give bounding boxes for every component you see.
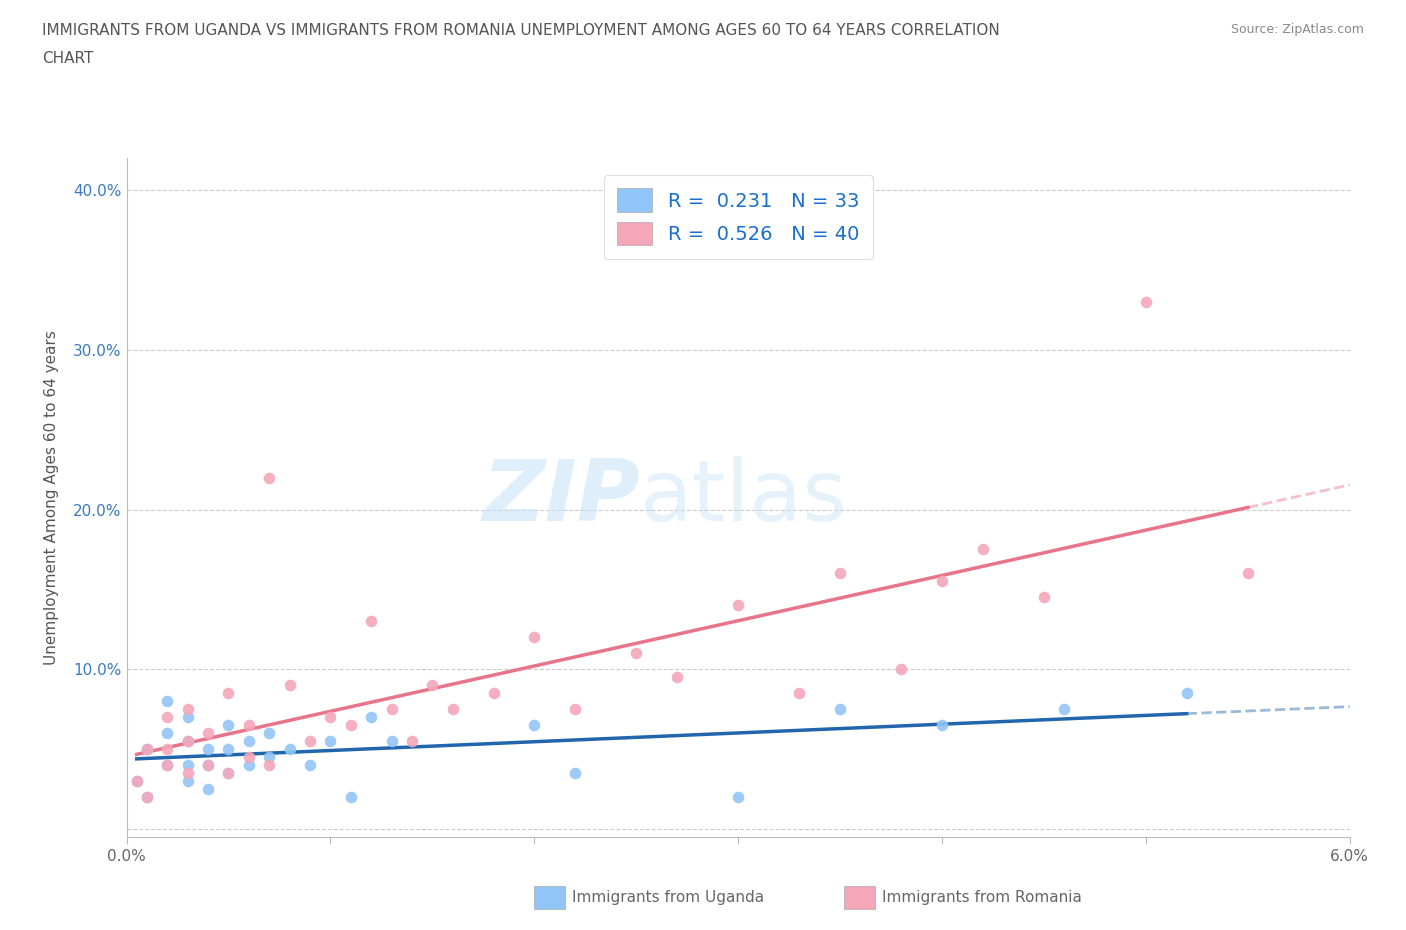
- Point: [156, 758, 179, 773]
- Text: CHART: CHART: [42, 51, 94, 66]
- Point: [197, 725, 219, 740]
- Point: [156, 694, 179, 709]
- Point: [218, 718, 240, 733]
- Point: [177, 765, 200, 780]
- Point: [1033, 590, 1056, 604]
- Point: [156, 710, 179, 724]
- Point: [422, 678, 444, 693]
- Point: [666, 670, 689, 684]
- Text: IMMIGRANTS FROM UGANDA VS IMMIGRANTS FROM ROMANIA UNEMPLOYMENT AMONG AGES 60 TO : IMMIGRANTS FROM UGANDA VS IMMIGRANTS FRO…: [42, 23, 1000, 38]
- Y-axis label: Unemployment Among Ages 60 to 64 years: Unemployment Among Ages 60 to 64 years: [45, 330, 59, 665]
- Point: [727, 598, 749, 613]
- Point: [238, 734, 260, 749]
- Point: [177, 734, 200, 749]
- Point: [278, 678, 301, 693]
- Point: [259, 750, 281, 764]
- Point: [299, 758, 322, 773]
- Point: [259, 725, 281, 740]
- Point: [1175, 685, 1198, 700]
- Point: [299, 734, 322, 749]
- Point: [238, 750, 260, 764]
- Text: Immigrants from Uganda: Immigrants from Uganda: [572, 890, 765, 905]
- Point: [441, 702, 464, 717]
- Point: [177, 702, 200, 717]
- Point: [1237, 566, 1260, 581]
- Point: [727, 790, 749, 804]
- Point: [360, 710, 382, 724]
- Point: [135, 742, 157, 757]
- Point: [401, 734, 423, 749]
- Point: [177, 734, 200, 749]
- Point: [523, 630, 546, 644]
- Point: [177, 710, 200, 724]
- Point: [564, 702, 586, 717]
- Point: [259, 758, 281, 773]
- Point: [197, 781, 219, 796]
- Point: [1135, 295, 1157, 310]
- Text: atlas: atlas: [640, 456, 848, 539]
- Point: [135, 790, 157, 804]
- Point: [177, 774, 200, 789]
- Text: ZIP: ZIP: [482, 456, 640, 539]
- Point: [564, 765, 586, 780]
- Point: [177, 758, 200, 773]
- Point: [125, 774, 148, 789]
- Point: [789, 685, 811, 700]
- Point: [125, 774, 148, 789]
- Point: [1053, 702, 1076, 717]
- Point: [340, 718, 363, 733]
- Point: [626, 645, 648, 660]
- Point: [278, 742, 301, 757]
- Point: [197, 742, 219, 757]
- Point: [218, 685, 240, 700]
- Text: Immigrants from Romania: Immigrants from Romania: [882, 890, 1081, 905]
- Point: [319, 710, 342, 724]
- Point: [482, 685, 505, 700]
- Point: [156, 742, 179, 757]
- Point: [259, 471, 281, 485]
- Point: [972, 542, 994, 557]
- Point: [156, 758, 179, 773]
- Point: [931, 718, 953, 733]
- Point: [135, 790, 157, 804]
- Point: [931, 574, 953, 589]
- Point: [380, 734, 404, 749]
- Text: Source: ZipAtlas.com: Source: ZipAtlas.com: [1230, 23, 1364, 36]
- Legend: R =  0.231   N = 33, R =  0.526   N = 40: R = 0.231 N = 33, R = 0.526 N = 40: [603, 175, 873, 259]
- Point: [197, 758, 219, 773]
- Point: [360, 614, 382, 629]
- Point: [340, 790, 363, 804]
- Point: [135, 742, 157, 757]
- Point: [156, 725, 179, 740]
- Point: [380, 702, 404, 717]
- Point: [830, 566, 852, 581]
- Point: [890, 662, 912, 677]
- Point: [319, 734, 342, 749]
- Point: [218, 765, 240, 780]
- Point: [238, 758, 260, 773]
- Point: [238, 718, 260, 733]
- Point: [830, 702, 852, 717]
- Point: [218, 742, 240, 757]
- Point: [523, 718, 546, 733]
- Point: [197, 758, 219, 773]
- Point: [218, 765, 240, 780]
